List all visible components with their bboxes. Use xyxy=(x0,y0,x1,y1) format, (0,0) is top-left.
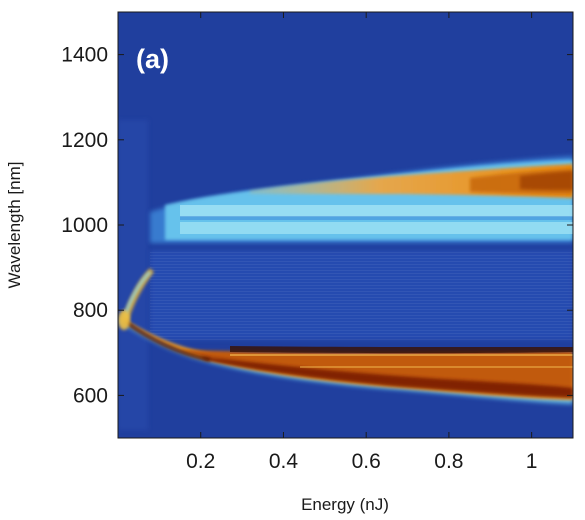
red-shifted-band xyxy=(150,156,573,243)
upper-crossing-branch xyxy=(122,268,154,322)
x-axis-title: Energy (nJ) xyxy=(301,495,389,514)
plot-area xyxy=(118,12,573,438)
x-tick-label: 0.2 xyxy=(186,450,215,473)
x-tick-label: 0.8 xyxy=(434,450,463,473)
y-tick-label: 1000 xyxy=(61,214,108,237)
x-tick-label: 1 xyxy=(526,450,538,473)
input-pulse xyxy=(118,310,130,330)
y-tick-label: 600 xyxy=(73,384,108,407)
y-axis: 600 800 1000 1200 1400 xyxy=(61,44,573,407)
y-tick-label: 800 xyxy=(73,299,108,322)
x-axis: 0.2 0.4 0.6 0.8 1 xyxy=(186,12,537,473)
blue-shifted-branch xyxy=(120,318,573,404)
y-axis-title: Wavelength [nm] xyxy=(5,162,24,289)
panel-label: (a) xyxy=(136,44,169,74)
x-tick-label: 0.6 xyxy=(352,450,381,473)
y-tick-label: 1400 xyxy=(61,44,108,67)
y-tick-label: 1200 xyxy=(61,129,108,152)
x-tick-label: 0.4 xyxy=(269,450,299,473)
